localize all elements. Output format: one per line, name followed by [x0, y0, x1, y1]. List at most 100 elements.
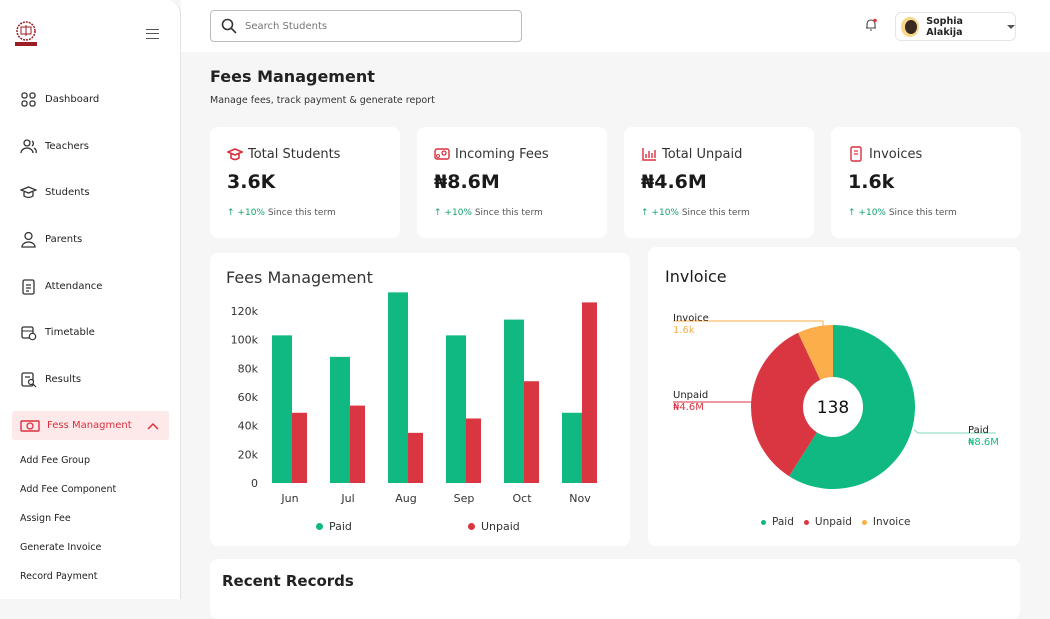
stat-label-text: Total Unpaid — [662, 146, 743, 162]
page-title: Fees Management — [210, 67, 375, 86]
legend-invoice: Invoice — [861, 516, 910, 528]
stat-change-percent: +10% — [237, 208, 265, 218]
x-tick-label: Nov — [569, 492, 591, 505]
stat-change-percent: +10% — [444, 208, 472, 218]
submenu-item[interactable]: Assign Fee — [20, 513, 71, 524]
stat-card-total-students: Total Students 3.6K ↑ +10% Since this te… — [210, 127, 400, 238]
money-icon — [20, 419, 40, 432]
stat-since: Since this term — [267, 208, 336, 218]
sidebar-item-parents[interactable]: Parents — [20, 229, 82, 249]
chevron-up-icon[interactable] — [147, 422, 159, 430]
stat-change-percent: +10% — [858, 208, 886, 218]
clipboard-icon — [22, 278, 35, 295]
y-tick-label: 100k — [231, 334, 259, 347]
stat-label: Total Unpaid — [641, 146, 742, 162]
stat-label: Total Students — [227, 146, 340, 162]
sidebar-item-label: Attendance — [45, 280, 103, 292]
callout-name: Unpaid — [673, 390, 708, 401]
recent-records-card: Recent Records — [210, 559, 1020, 619]
invoice-icon — [850, 146, 862, 162]
y-tick-label: 40k — [238, 420, 259, 433]
submenu-item[interactable]: Generate Invoice — [20, 542, 102, 553]
x-tick-label: Sep — [454, 492, 475, 505]
avatar — [901, 16, 920, 37]
sidebar-item-dashboard[interactable]: Dashboard — [20, 89, 99, 109]
section-title: Recent Records — [222, 572, 354, 590]
sidebar-item-label: Fess Managment — [47, 420, 132, 431]
arrow-up-icon: ↑ — [641, 208, 649, 218]
page-subtitle: Manage fees, track payment & generate re… — [210, 95, 435, 106]
legend-label: Paid — [329, 520, 352, 533]
sidebar-item-results[interactable]: Results — [20, 369, 81, 389]
sidebar: Dashboard Teachers Students Parents Attendan… — [0, 0, 181, 599]
invoice-pie-card: Invloice 138 Paid ₦8.6M Unpaid ₦4.6M Invoice 1… — [648, 247, 1020, 546]
bar-paid — [504, 319, 524, 483]
stat-label: Invoices — [848, 146, 922, 162]
y-tick-label: 60k — [238, 391, 259, 404]
user-menu[interactable]: Sophia Alakija — [895, 12, 1016, 41]
bar-chart-icon — [642, 148, 656, 161]
bar-chart: 0 20k 40k 60k 80k 100k 120k Jun Jul Aug Sep Oct Nov — [231, 292, 597, 505]
stat-value: ₦8.6M — [434, 171, 500, 193]
callout-line-paid — [913, 429, 996, 434]
sidebar-item-fees-management[interactable]: Fess Managment — [12, 411, 169, 440]
x-tick-label: Oct — [512, 492, 532, 505]
legend-paid: Paid — [316, 520, 352, 533]
stat-change-percent: +10% — [651, 208, 679, 218]
money-camera-icon — [434, 148, 450, 160]
stat-card-incoming-fees: Incoming Fees ₦8.6M ↑ +10% Since this te… — [417, 127, 607, 238]
donut-hole — [803, 377, 863, 437]
hamburger-menu-icon[interactable] — [146, 29, 159, 39]
sidebar-item-students[interactable]: Students — [20, 182, 90, 202]
stat-since: Since this term — [888, 208, 957, 218]
stat-card-invoices: Invoices 1.6k ↑ +10% Since this term — [831, 127, 1021, 238]
slice-unpaid — [751, 332, 833, 477]
submenu-item[interactable]: Record Payment — [20, 571, 98, 582]
bar-paid — [562, 412, 582, 483]
grid-icon — [21, 91, 36, 107]
legend-dot — [468, 523, 475, 530]
top-header: Sophia Alakija — [181, 0, 1050, 52]
stat-label: Incoming Fees — [434, 146, 549, 162]
chart-title: Invloice — [665, 267, 727, 286]
users-icon — [20, 138, 37, 153]
legend-dot — [316, 523, 323, 530]
sidebar-item-label: Timetable — [45, 326, 95, 338]
y-tick-label: 120k — [231, 305, 259, 318]
stat-change: ↑ +10% Since this term — [227, 208, 336, 218]
bar-paid — [330, 356, 350, 483]
stat-value: 1.6k — [848, 171, 895, 193]
y-tick-label: 0 — [251, 477, 258, 490]
school-logo — [15, 21, 37, 46]
submenu-item[interactable]: Add Fee Component — [20, 484, 117, 495]
arrow-up-icon: ↑ — [848, 208, 856, 218]
callout-value: ₦4.6M — [673, 402, 704, 413]
fees-bar-chart-card: Fees Management 0 20k 40k 60k 80k 100k 120k Jun… — [210, 253, 630, 546]
bar-unpaid — [408, 432, 423, 483]
search-box[interactable] — [210, 10, 522, 42]
legend-unpaid: Unpaid — [468, 520, 520, 533]
submenu-item[interactable]: Add Fee Group — [20, 455, 90, 466]
stat-label-text: Invoices — [869, 146, 923, 162]
bar-unpaid — [350, 405, 365, 483]
sidebar-item-teachers[interactable]: Teachers — [20, 136, 89, 156]
pie-legend: Paid Unpaid Invoice — [761, 516, 910, 528]
arrow-up-icon: ↑ — [434, 208, 442, 218]
stat-label-text: Incoming Fees — [455, 146, 549, 162]
stat-change: ↑ +10% Since this term — [641, 208, 750, 218]
legend-paid: Paid — [761, 516, 794, 528]
notification-bell-icon[interactable] — [864, 18, 878, 32]
sidebar-item-timetable[interactable]: Timetable — [20, 322, 95, 342]
callout-line-invoice — [673, 320, 824, 327]
legend-unpaid: Unpaid — [803, 516, 852, 528]
stat-since: Since this term — [681, 208, 750, 218]
stat-card-total-unpaid: Total Unpaid ₦4.6M ↑ +10% Since this ter… — [624, 127, 814, 238]
sidebar-item-label: Results — [45, 373, 82, 385]
sidebar-item-label: Dashboard — [45, 93, 100, 105]
report-search-icon — [21, 371, 37, 387]
graduation-cap-icon — [227, 148, 243, 161]
sidebar-item-attendance[interactable]: Attendance — [20, 276, 102, 296]
search-input[interactable] — [245, 20, 505, 32]
legend-label: Unpaid — [481, 520, 520, 533]
